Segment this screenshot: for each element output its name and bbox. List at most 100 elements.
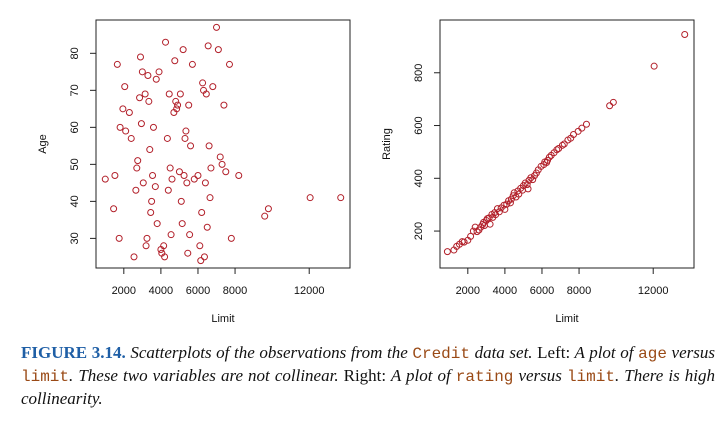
age-data-point bbox=[125, 109, 133, 117]
age-data-point bbox=[141, 90, 149, 98]
age-data-point bbox=[306, 194, 314, 202]
rating-data-point bbox=[609, 98, 617, 106]
age-data-point bbox=[218, 160, 226, 168]
age-data-point bbox=[205, 142, 213, 150]
age-data-point bbox=[164, 186, 172, 194]
caption-text-7: versus bbox=[513, 366, 567, 385]
rating-y-tick-label: 400 bbox=[413, 169, 425, 187]
age-data-point bbox=[139, 179, 147, 187]
age-data-point bbox=[172, 97, 180, 105]
caption-text-6: A plot of bbox=[386, 366, 456, 385]
age-y-tick-label: 40 bbox=[69, 195, 81, 207]
age-data-point bbox=[202, 90, 210, 98]
age-data-point bbox=[152, 75, 160, 83]
age-data-point bbox=[142, 242, 150, 250]
age-data-point bbox=[174, 101, 182, 109]
age-data-point bbox=[209, 83, 217, 91]
rating-data-point bbox=[486, 220, 494, 228]
rating-data-point bbox=[443, 248, 451, 256]
age-data-point bbox=[132, 186, 140, 194]
caption-text-1: Scatterplots of the observations from th… bbox=[125, 343, 413, 362]
age-data-point bbox=[163, 134, 171, 142]
age-data-point bbox=[194, 171, 202, 179]
age-data-point bbox=[130, 253, 138, 261]
age-data-point bbox=[203, 223, 211, 231]
caption-text-3: A plot of bbox=[570, 343, 639, 362]
age-y-tick-label: 80 bbox=[69, 47, 81, 59]
rating-data-point bbox=[467, 232, 475, 240]
age-x-axis-label: Limit bbox=[211, 313, 234, 325]
age-data-point bbox=[185, 101, 193, 109]
age-data-point bbox=[184, 249, 192, 257]
rating-data-point bbox=[510, 189, 518, 197]
age-data-point bbox=[180, 171, 188, 179]
age-data-point bbox=[160, 242, 168, 250]
age-data-point bbox=[143, 234, 151, 242]
age-y-tick-label: 50 bbox=[69, 158, 81, 170]
age-y-tick-label: 60 bbox=[69, 121, 81, 133]
caption-text-8: . There is high collinearity. bbox=[21, 366, 715, 408]
age-y-tick-label: 70 bbox=[69, 84, 81, 96]
rating-x-axis-label: Limit bbox=[555, 313, 578, 325]
caption-text-4: versus bbox=[666, 343, 715, 362]
rating-data-point bbox=[606, 102, 614, 110]
age-x-tick-label: 2000 bbox=[112, 285, 136, 297]
rating-data-point bbox=[578, 124, 586, 132]
age-data-point bbox=[111, 171, 119, 179]
rating-data-point bbox=[529, 176, 537, 184]
age-data-point bbox=[161, 253, 169, 261]
age-x-tick-label: 8000 bbox=[223, 285, 247, 297]
age-data-point bbox=[204, 42, 212, 50]
age-x-tick-label: 6000 bbox=[186, 285, 210, 297]
rating-y-tick-label: 200 bbox=[413, 222, 425, 240]
age-data-point bbox=[121, 83, 129, 91]
age-data-point bbox=[166, 164, 174, 172]
age-data-point bbox=[198, 208, 206, 216]
age-data-point bbox=[149, 171, 157, 179]
age-data-point bbox=[213, 23, 221, 31]
age-data-point bbox=[220, 101, 228, 109]
age-y-tick-label: 30 bbox=[69, 232, 81, 244]
age-data-point bbox=[151, 183, 159, 191]
age-data-point bbox=[147, 208, 155, 216]
age-data-point bbox=[134, 157, 142, 165]
age-data-point bbox=[167, 231, 175, 239]
age-data-point bbox=[187, 142, 195, 150]
age-data-point bbox=[171, 57, 179, 65]
rating-y-tick-label: 800 bbox=[413, 64, 425, 82]
age-data-point bbox=[181, 134, 189, 142]
rating-data-point bbox=[681, 31, 689, 39]
age-vs-limit-panel: 2000 4000 6000 8000 12000 30 40 50 60 70 80 Limit Ag… bbox=[37, 19, 351, 325]
age-data-point bbox=[186, 231, 194, 239]
age-data-point bbox=[136, 94, 144, 102]
age-data-point bbox=[127, 134, 135, 142]
age-y-axis-label: Age bbox=[37, 134, 49, 154]
age-data-point bbox=[201, 179, 209, 187]
rating-x-tick-label: 4000 bbox=[493, 285, 517, 297]
rating-x-tick-label: 8000 bbox=[567, 285, 591, 297]
age-data-point bbox=[235, 171, 243, 179]
age-data-point bbox=[179, 46, 187, 54]
caption-text-2: data set. bbox=[469, 343, 538, 362]
age-data-point bbox=[216, 153, 224, 161]
age-data-point bbox=[137, 120, 145, 128]
rating-data-point bbox=[582, 120, 590, 128]
rating-y-tick-label: 600 bbox=[413, 116, 425, 134]
age-data-point bbox=[176, 90, 184, 98]
age-data-point bbox=[206, 194, 214, 202]
age-data-point bbox=[136, 53, 144, 61]
age-data-point bbox=[148, 197, 156, 205]
caption-code-rating: rating bbox=[455, 368, 514, 386]
rating-data-point bbox=[569, 131, 577, 139]
rating-data-point bbox=[560, 140, 568, 148]
age-data-point bbox=[122, 127, 130, 135]
rating-y-axis-label: Rating bbox=[381, 128, 393, 160]
caption-right-label: Right: bbox=[343, 366, 387, 385]
rating-data-point bbox=[527, 174, 535, 182]
age-data-point bbox=[144, 72, 152, 80]
age-x-tick-label: 12000 bbox=[294, 285, 325, 297]
age-data-point bbox=[199, 79, 207, 87]
figure-caption: FIGURE 3.14. Scatterplots of the observa… bbox=[21, 342, 715, 410]
rating-data-point bbox=[545, 153, 553, 161]
age-data-point bbox=[113, 60, 121, 68]
